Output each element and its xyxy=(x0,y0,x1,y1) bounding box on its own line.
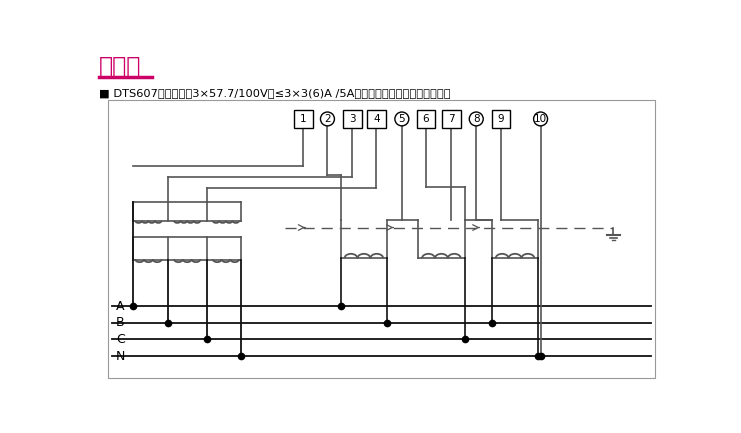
Bar xyxy=(367,110,385,128)
Bar xyxy=(492,110,511,128)
Text: 3: 3 xyxy=(349,114,356,124)
Text: N: N xyxy=(116,349,125,362)
Text: B: B xyxy=(116,317,124,330)
Text: 7: 7 xyxy=(448,114,455,124)
Bar xyxy=(343,110,362,128)
Text: 接线图: 接线图 xyxy=(99,55,142,79)
Text: 6: 6 xyxy=(422,114,429,124)
Text: A: A xyxy=(116,300,124,313)
Text: 1: 1 xyxy=(300,114,307,124)
Bar xyxy=(416,110,435,128)
Circle shape xyxy=(469,112,483,126)
Text: ■ DTS607型三相四线3×57.7/100V、≤3×3(6)A /5A电流、电压互感器接入式接线图: ■ DTS607型三相四线3×57.7/100V、≤3×3(6)A /5A电流、… xyxy=(99,88,451,98)
Text: 9: 9 xyxy=(498,114,505,124)
Circle shape xyxy=(534,112,548,126)
Text: C: C xyxy=(116,333,124,346)
Text: 5: 5 xyxy=(399,114,405,124)
Text: 2: 2 xyxy=(324,114,330,124)
Bar xyxy=(294,110,313,128)
Text: 4: 4 xyxy=(373,114,379,124)
Text: 10: 10 xyxy=(534,114,547,124)
Circle shape xyxy=(320,112,334,126)
Bar xyxy=(442,110,461,128)
Text: 8: 8 xyxy=(473,114,479,124)
Bar xyxy=(108,100,655,378)
Circle shape xyxy=(395,112,409,126)
